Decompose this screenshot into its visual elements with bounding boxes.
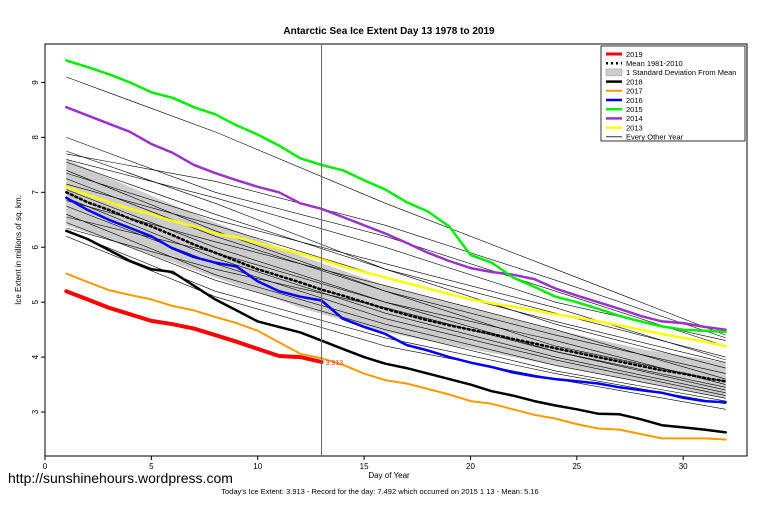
legend-label: Mean 1981-2010: [626, 59, 683, 68]
footer-stats: Today's Ice Extent: 3.913 - Record for t…: [221, 487, 539, 496]
legend-label: 2018: [626, 77, 643, 86]
series-line-2019: [64, 289, 324, 364]
y-tick-label: 7: [31, 190, 40, 195]
series-lines: 3.913: [64, 59, 727, 441]
legend-label: 2015: [626, 105, 643, 114]
watermark-url: http://sunshinehours.wordpress.com: [8, 470, 233, 486]
std-dev-band: [66, 159, 726, 399]
x-tick-label: 0: [43, 462, 48, 471]
legend-label: Every Other Year: [626, 133, 684, 142]
every-other-year-line: [66, 214, 726, 399]
series-line-2016: [65, 196, 727, 404]
axes: 0 5 10 15 20 25 30 3 4 5 6 7 8 9: [31, 44, 688, 471]
every-other-year-line: [66, 137, 726, 347]
y-tick-label: 9: [31, 80, 40, 85]
every-other-year-line: [66, 153, 726, 339]
legend-label: 2013: [626, 123, 643, 132]
x-tick-label: 10: [253, 462, 262, 471]
series-line-2015: [65, 59, 727, 334]
y-axis-label: Ice Extent in millions of sq. km.: [14, 195, 23, 305]
y-tick-label: 6: [31, 244, 40, 249]
every-other-year-line: [66, 76, 726, 336]
legend-label: 1 Standard Deviation From Mean: [626, 68, 736, 77]
series-line-2018: [65, 229, 727, 434]
chart-title: Antarctic Sea Ice Extent Day 13 1978 to …: [283, 26, 495, 37]
series-line-2014: [65, 105, 727, 331]
every-other-year-line: [66, 161, 726, 369]
std-dev-band-area: [66, 159, 726, 399]
legend-label: 2017: [626, 87, 643, 96]
y-tick-label: 3: [31, 409, 40, 414]
y-tick-label: 8: [31, 135, 40, 140]
every-other-year-line: [66, 222, 726, 402]
x-tick-label: 5: [149, 462, 154, 471]
x-tick-label: 15: [360, 462, 369, 471]
x-tick-label: 20: [466, 462, 475, 471]
x-tick-label: 25: [572, 462, 581, 471]
plot-frame: [44, 43, 748, 457]
series-line-2017: [65, 272, 727, 441]
every-other-year-line: [66, 200, 726, 380]
y-tick-label: 4: [31, 354, 40, 359]
legend-box: [600, 45, 746, 142]
x-axis-label: Day of Year: [368, 471, 410, 480]
every-other-year-line: [66, 236, 726, 410]
every-other-year-line: [66, 159, 726, 341]
every-other-year-line: [66, 197, 726, 394]
every-other-year-line: [66, 178, 726, 383]
legend-swatch: [605, 68, 623, 77]
y-tick-label: 5: [31, 299, 40, 304]
current-value-label: 3.913: [326, 360, 344, 367]
legend-label: 2014: [626, 114, 643, 123]
x-tick-label: 30: [679, 462, 688, 471]
series-line-2013: [65, 185, 727, 348]
legend-label: 2019: [626, 50, 643, 59]
series-line-mean-1981-2010: [65, 191, 727, 383]
every-other-year-line: [66, 216, 726, 385]
legend-label: 2016: [626, 96, 643, 105]
